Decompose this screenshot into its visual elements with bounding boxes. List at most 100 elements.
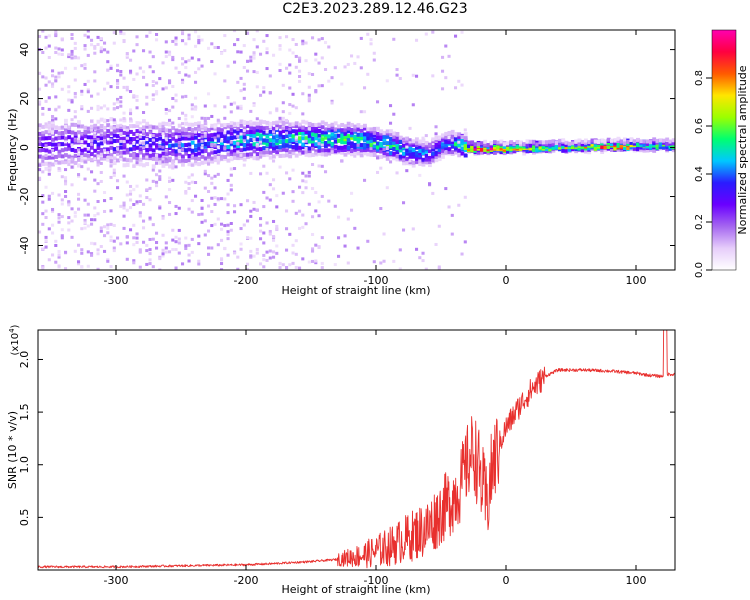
spectrogram-noise-cell xyxy=(138,265,142,269)
spectrogram-noise-cell xyxy=(116,100,120,104)
spectrogram-noise-cell xyxy=(64,179,68,183)
spectrogram-noise-cell xyxy=(236,134,240,138)
spectrogram-noise-cell xyxy=(275,194,279,198)
spectrogram-noise-cell xyxy=(301,257,305,261)
spectrogram-noise-cell xyxy=(164,137,168,141)
spectrogram-cell xyxy=(502,144,507,149)
spectrogram-noise-cell xyxy=(301,179,305,183)
spectrogram-cell xyxy=(545,140,549,145)
spectrogram-cell xyxy=(424,153,429,158)
spectrogram-cell xyxy=(246,152,250,157)
spectrogram-noise-cell xyxy=(106,257,110,261)
spectrogram-noise-cell xyxy=(356,246,360,250)
spectrogram-cell xyxy=(285,120,289,125)
spectrogram-cell xyxy=(337,133,341,138)
spectrogram-cell xyxy=(259,133,263,138)
spectrogram-noise-cell xyxy=(372,58,376,62)
spectrogram-cell xyxy=(168,156,172,161)
spectrogram-cell xyxy=(353,147,358,152)
spectrogram-cell xyxy=(593,139,598,144)
spectrogram-noise-cell xyxy=(265,171,269,175)
spectrogram-noise-cell xyxy=(220,258,224,262)
spectrogram-cell xyxy=(151,152,156,157)
spectrogram-cell xyxy=(603,144,608,149)
spectrogram-cell xyxy=(187,162,192,167)
spectrogram-noise-cell xyxy=(148,198,152,202)
spectrogram-noise-cell xyxy=(161,132,165,136)
spectrogram-cell xyxy=(103,156,107,161)
spectrogram-noise-cell xyxy=(184,244,188,248)
spectrogram-cell xyxy=(268,138,273,143)
spectrogram-noise-cell xyxy=(252,53,256,57)
spectrogram-cell xyxy=(434,158,439,163)
spectrogram-noise-cell xyxy=(288,263,292,267)
spectrogram-noise-cell xyxy=(450,232,454,236)
spectrogram-noise-cell xyxy=(307,93,311,97)
spectrogram-cell xyxy=(307,133,312,138)
spectrogram-noise-cell xyxy=(38,176,42,180)
spectrogram-cell xyxy=(431,154,436,159)
spectrogram-cell xyxy=(350,149,354,154)
spectrogram-cell xyxy=(119,145,124,150)
spectrogram-noise-cell xyxy=(158,175,162,179)
spectrogram-noise-cell xyxy=(249,55,253,59)
spectrogram-cell xyxy=(564,148,569,153)
spectrogram-cell xyxy=(161,163,166,168)
spectrogram-cell xyxy=(545,146,549,151)
spectrogram-noise-cell xyxy=(67,53,71,57)
spectrogram-cell xyxy=(41,132,46,137)
spectrogram-noise-cell xyxy=(119,118,123,122)
spectrogram-cell xyxy=(311,142,315,147)
spectrogram-noise-cell xyxy=(99,46,103,50)
spectrogram-noise-cell xyxy=(207,46,211,50)
spectrogram-noise-cell xyxy=(301,171,305,175)
spectrogram-noise-cell xyxy=(213,174,217,178)
spectrogram-cell xyxy=(181,136,185,141)
spectrogram-cell xyxy=(190,127,195,132)
spectrogram-noise-cell xyxy=(161,248,165,252)
spectrogram-noise-cell xyxy=(333,66,337,70)
spectrogram-cell xyxy=(415,137,419,142)
spectrogram-cell xyxy=(558,145,562,150)
spectrogram-cell xyxy=(298,128,302,133)
spectrogram-cell xyxy=(337,145,341,150)
spectrogram-noise-cell xyxy=(236,38,240,42)
spectrogram-noise-cell xyxy=(80,165,84,169)
spectrogram-noise-cell xyxy=(77,56,81,60)
spectrogram-noise-cell xyxy=(171,97,175,101)
spectrogram-cell xyxy=(164,152,169,157)
spectrogram-noise-cell xyxy=(197,262,201,266)
spectrogram-noise-cell xyxy=(252,70,256,74)
spectrogram-noise-cell xyxy=(168,250,172,254)
spectrogram-cell xyxy=(125,126,130,131)
spectrogram-noise-cell xyxy=(41,200,45,204)
spectrogram-noise-cell xyxy=(119,139,123,143)
spectrogram-noise-cell xyxy=(174,93,178,97)
spectrogram-cell xyxy=(96,159,101,164)
spectrogram-noise-cell xyxy=(145,262,149,266)
spectrogram-cell xyxy=(96,142,101,147)
spectrogram-cell xyxy=(382,141,387,146)
spectrogram-noise-cell xyxy=(93,206,97,210)
spectrogram-noise-cell xyxy=(187,259,191,263)
spectrogram-noise-cell xyxy=(233,30,237,33)
spectrogram-noise-cell xyxy=(135,240,139,244)
spectrogram-cell xyxy=(99,117,104,122)
spectrogram-cell xyxy=(145,121,150,126)
spectrogram-cell xyxy=(239,148,244,153)
spectrogram-noise-cell xyxy=(216,45,220,49)
spectrogram-noise-cell xyxy=(194,130,198,134)
spectrogram-cell xyxy=(314,125,319,130)
spectrogram-cell xyxy=(424,149,429,154)
spectrogram-noise-cell xyxy=(138,135,142,139)
spectrogram-noise-cell xyxy=(151,168,155,172)
spectrogram-cell xyxy=(298,145,302,150)
spectrogram-cell xyxy=(203,141,208,146)
spectrogram-noise-cell xyxy=(164,111,168,115)
spectrogram-cell xyxy=(330,146,335,151)
spectrogram-noise-cell xyxy=(200,135,204,139)
spectrogram-noise-cell xyxy=(431,30,435,34)
spectrogram-cell xyxy=(86,142,91,147)
spectrogram-noise-cell xyxy=(259,52,263,56)
spectrogram-noise-cell xyxy=(184,236,188,240)
